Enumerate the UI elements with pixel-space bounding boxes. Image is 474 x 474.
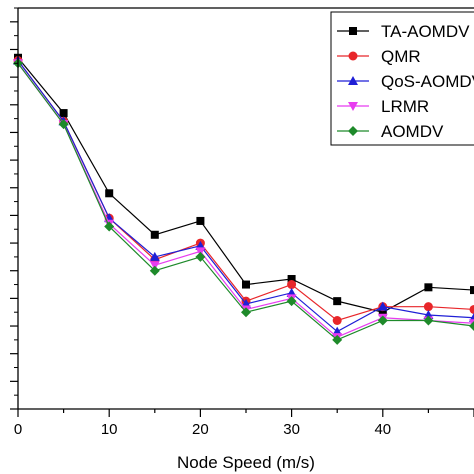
data-point <box>377 301 388 311</box>
data-point <box>377 315 388 326</box>
ticks-layer: 0 10 20 30 40 <box>10 7 474 438</box>
series-layer <box>13 53 474 345</box>
legend-item: TA-AOMDV <box>337 22 470 41</box>
data-point <box>104 221 115 232</box>
x-tick-label: 10 <box>101 421 118 438</box>
x-tick-label: 20 <box>192 421 209 438</box>
legend-label: AOMDV <box>381 122 444 141</box>
data-point <box>195 247 206 257</box>
legend-marker <box>348 126 358 136</box>
legend-marker <box>348 102 358 111</box>
data-point <box>286 296 297 307</box>
x-tick-label: 30 <box>283 421 300 438</box>
x-tick-label: 40 <box>374 421 391 438</box>
data-point <box>149 251 160 261</box>
data-point <box>241 307 251 318</box>
data-point <box>333 297 342 306</box>
legend-label: QoS-AOMDV <box>381 72 474 91</box>
data-point <box>378 308 387 317</box>
legend-label: LRMR <box>381 97 429 116</box>
data-point <box>196 216 205 225</box>
data-point <box>105 189 114 198</box>
legend: TA-AOMDV QMR QoS-AOMDV LRMR AOMDV <box>330 11 474 146</box>
data-point <box>195 251 206 262</box>
data-point <box>332 334 343 345</box>
legend-item: LRMR <box>337 97 429 116</box>
data-point <box>424 283 433 292</box>
data-point <box>150 230 159 239</box>
data-point <box>149 261 160 271</box>
legend-marker <box>348 51 358 61</box>
legend-marker <box>348 76 358 85</box>
data-point <box>149 265 160 276</box>
legend-item: QoS-AOMDV <box>337 72 474 91</box>
legend-label: TA-AOMDV <box>381 22 470 41</box>
data-point <box>287 275 296 284</box>
data-point <box>287 280 297 290</box>
data-point <box>469 304 474 314</box>
x-tick-label: 0 <box>14 421 22 438</box>
legend-label: QMR <box>381 47 421 66</box>
series-aomdv <box>13 58 474 345</box>
data-point <box>58 119 69 130</box>
x-axis-title: Node Speed (m/s) <box>177 453 315 472</box>
data-point <box>469 321 474 332</box>
legend-item: AOMDV <box>337 122 444 141</box>
legend-item: QMR <box>337 47 421 66</box>
data-point <box>59 109 68 118</box>
data-point <box>423 315 434 326</box>
data-point <box>332 316 342 326</box>
data-point <box>470 286 474 295</box>
legend-marker <box>349 27 357 35</box>
data-point <box>242 280 250 289</box>
data-point <box>423 302 433 312</box>
